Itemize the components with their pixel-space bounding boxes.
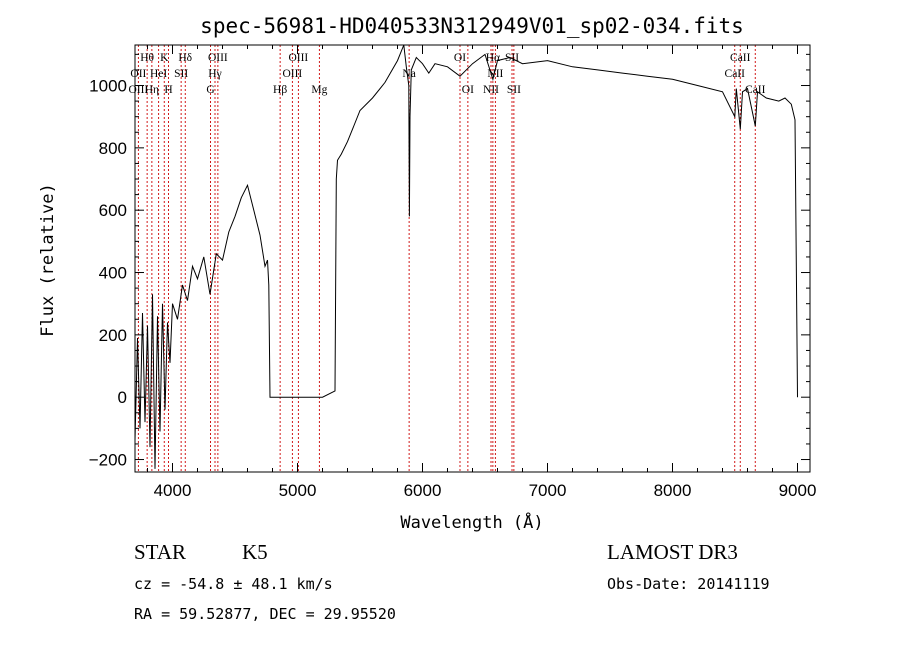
redshift-readout: cz = -54.8 ± 48.1 km/s <box>134 575 333 593</box>
x-tick-label-2: 6000 <box>404 481 442 500</box>
spectral-line-labels: Hθ K Hδ OIII OIII OI Hα SII CaII OII HeI SII Hγ OIII N… <box>128 52 765 96</box>
x-axis-label: Wavelength (Å) <box>400 511 543 533</box>
y-tick-label-5: 800 <box>99 139 127 158</box>
y-tick-label-4: 600 <box>99 201 127 220</box>
line-label-20: G <box>206 84 214 96</box>
line-label-24: NII <box>483 84 499 96</box>
line-label-8: CaII <box>730 52 751 64</box>
line-label-23: OI <box>462 84 474 96</box>
line-label-18: Hη <box>145 84 159 96</box>
line-label-1: K <box>160 52 169 64</box>
spectral-subclass: K5 <box>242 540 268 564</box>
x-tick-label-1: 5000 <box>279 481 317 500</box>
line-label-6: Hα <box>486 52 500 64</box>
line-label-13: OIII <box>282 68 302 80</box>
y-tick-label-3: 400 <box>99 264 127 283</box>
coordinates: RA = 59.52877, DEC = 29.95520 <box>134 605 396 623</box>
line-label-2: Hδ <box>178 52 192 64</box>
line-label-4: OIII <box>288 52 308 64</box>
line-label-11: SII <box>174 68 188 80</box>
x-tick-label-0: 4000 <box>154 481 192 500</box>
y-axis-ticks: −200 0 200 400 600 800 1000 <box>89 53 810 470</box>
line-label-10: HeI <box>150 68 167 80</box>
obs-date: Obs-Date: 20141119 <box>607 575 770 593</box>
line-label-15: NII <box>487 68 503 80</box>
line-label-0: Hθ <box>140 52 154 64</box>
object-type: STAR <box>134 540 186 564</box>
x-tick-label-3: 7000 <box>529 481 567 500</box>
plot-frame <box>134 44 811 473</box>
line-label-25: SII <box>507 84 521 96</box>
line-label-14: Na <box>402 68 415 80</box>
x-axis-ticks: 4000 5000 6000 7000 8000 9000 <box>147 45 817 500</box>
spectrum-series <box>134 44 798 469</box>
y-axis-label: Flux (relative) <box>38 183 58 337</box>
y-tick-label-6: 1000 <box>89 77 127 96</box>
y-tick-label-2: 200 <box>99 326 127 345</box>
y-tick-label-0: −200 <box>89 451 127 470</box>
x-tick-label-5: 9000 <box>779 481 817 500</box>
line-label-12: Hγ <box>208 68 221 80</box>
line-label-17: OIII <box>128 84 148 96</box>
line-label-16: CaII <box>725 68 746 80</box>
line-label-5: OI <box>454 52 466 64</box>
spectrum-line-0 <box>134 44 798 469</box>
line-label-26: CaII <box>745 84 766 96</box>
line-label-21: Hβ <box>273 84 287 96</box>
line-label-22: Mg <box>311 84 327 96</box>
x-tick-label-4: 8000 <box>654 481 692 500</box>
line-label-9: OII <box>130 68 146 80</box>
chart-title: spec-56981-HD040533N312949V01_sp02-034.f… <box>200 14 744 38</box>
line-label-19: H <box>164 84 172 96</box>
survey-name: LAMOST DR3 <box>607 540 738 564</box>
spectral-line-markers <box>137 45 756 472</box>
y-tick-label-1: 0 <box>118 388 127 407</box>
line-label-3: OIII <box>208 52 228 64</box>
